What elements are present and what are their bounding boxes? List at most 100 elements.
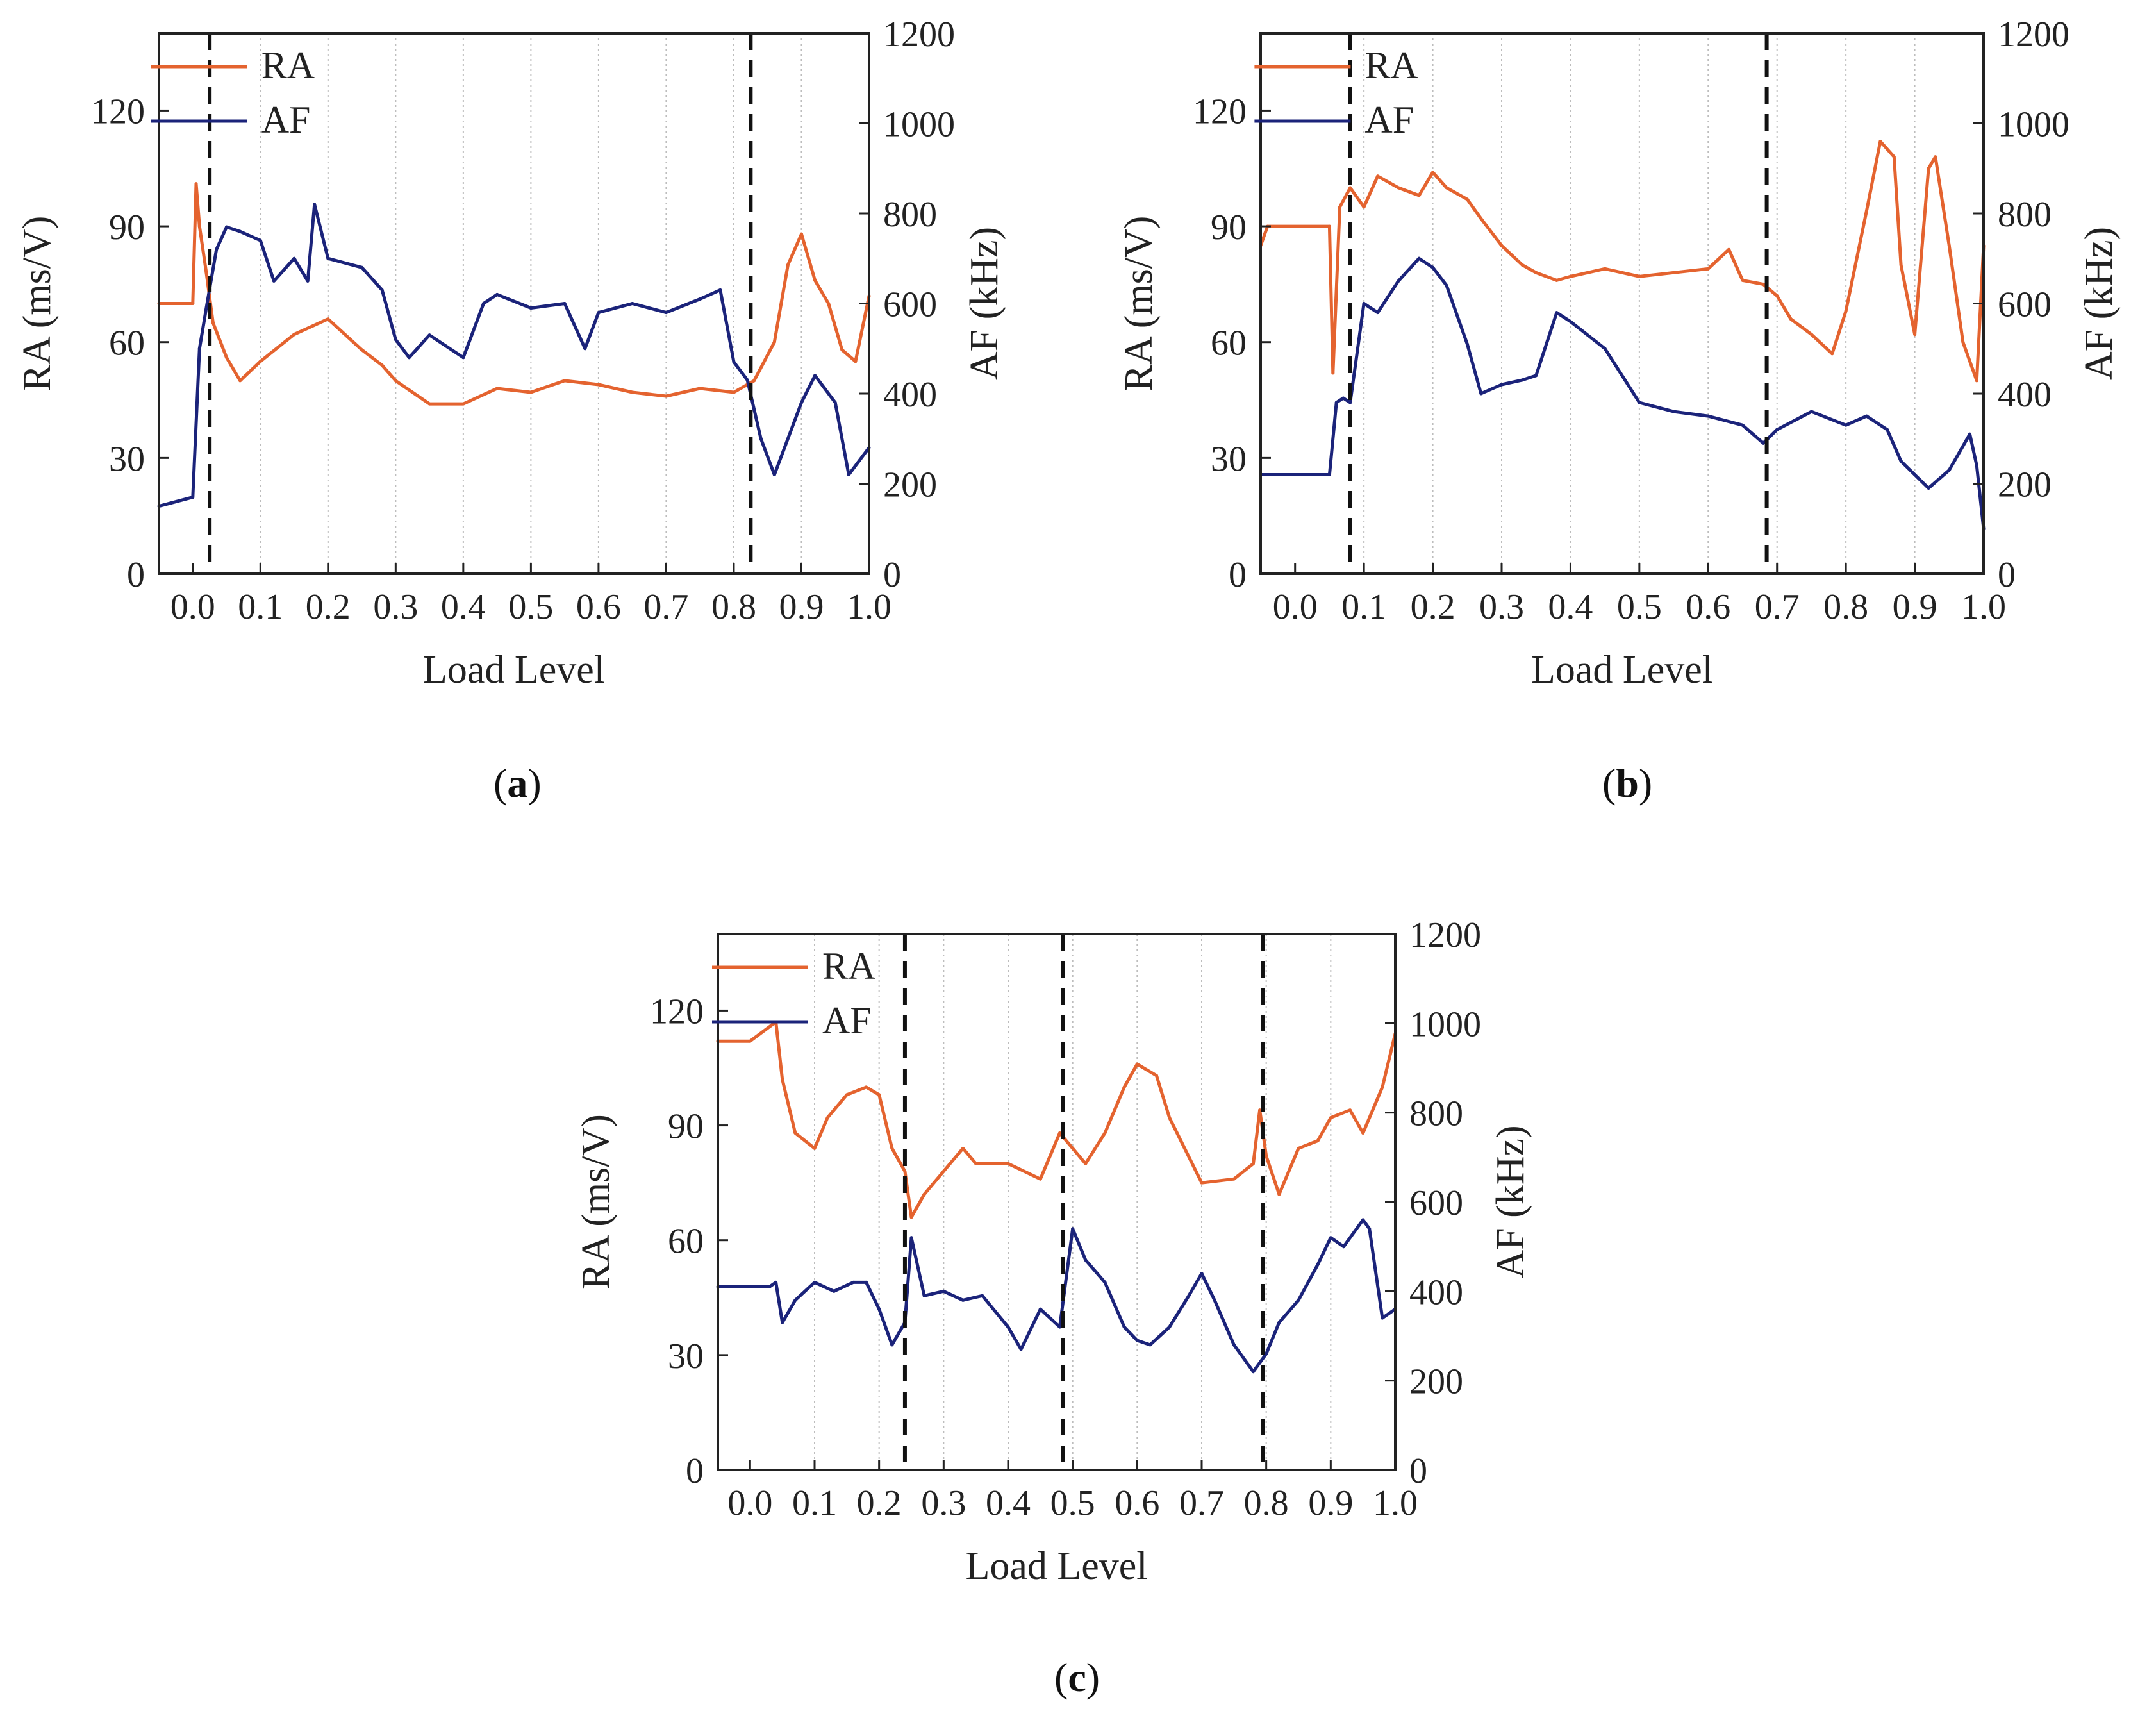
b-x-tick-label: 0.3: [1479, 587, 1524, 627]
c-ra-point: [1122, 1085, 1126, 1089]
a-af-point: [583, 347, 587, 351]
c-af-point: [1329, 1236, 1332, 1240]
c-y2-tick-label: 800: [1409, 1094, 1463, 1134]
a-y2-tick-label: 0: [883, 555, 901, 595]
a-x-tick-label: 1.0: [847, 587, 891, 627]
c-af-point: [1038, 1307, 1042, 1311]
c-y2-tick-label: 200: [1409, 1362, 1463, 1402]
a-af-point: [191, 496, 195, 499]
a-af-point: [380, 288, 384, 292]
b-ra-point: [1638, 274, 1641, 278]
a-ra-point: [238, 379, 242, 383]
a-af-point: [407, 356, 411, 360]
c-ra-point: [1058, 1131, 1061, 1135]
a-af-point: [204, 306, 208, 310]
b-af-point: [1975, 463, 1978, 467]
b-af-point: [1568, 320, 1572, 324]
b-ra-point: [1555, 278, 1559, 282]
c-af-point: [832, 1289, 836, 1293]
b-ra-point: [1362, 205, 1366, 209]
a-ra-point: [394, 379, 397, 383]
b-af-point: [1968, 432, 1971, 436]
a-x-tick-label: 0.1: [238, 587, 283, 627]
b-af-point: [1334, 401, 1338, 404]
b-ra-point: [1500, 244, 1504, 247]
c-af-point: [890, 1343, 894, 1347]
b-ra-point: [1830, 352, 1834, 356]
b-y-tick-label: 90: [1211, 208, 1247, 247]
c-ra-point: [909, 1215, 913, 1219]
b-x-tick-label: 0.0: [1273, 587, 1318, 627]
c-y-tick-label: 60: [668, 1222, 704, 1262]
b-af-point: [1397, 279, 1400, 283]
b-af-point: [1431, 265, 1435, 269]
c-legend-label-ra: RA: [822, 945, 875, 987]
c-af-point: [1316, 1263, 1320, 1266]
a-ra-point: [813, 278, 817, 282]
c-legend-label-af: AF: [822, 999, 872, 1042]
a-x-tick-label: 0.7: [643, 587, 688, 627]
a-ra-point: [194, 182, 198, 186]
c-ra-point: [1071, 1146, 1075, 1150]
a-ra-point: [664, 394, 668, 398]
c-af-point: [1058, 1325, 1061, 1329]
c-ra-point: [877, 1093, 881, 1097]
c-x-axis-title: Load Level: [965, 1544, 1147, 1588]
b-af-point: [1376, 311, 1380, 315]
b-ra-point: [1431, 171, 1435, 174]
b-y2-tick-label: 400: [1998, 375, 2052, 415]
b-x-tick-label: 0.9: [1893, 587, 1937, 627]
c-x-tick-label: 0.3: [921, 1483, 966, 1523]
a-ra-point: [204, 271, 208, 274]
c-af-point: [1200, 1272, 1204, 1275]
b-legend-label-af: AF: [1364, 99, 1414, 141]
c-y-tick-label: 0: [686, 1451, 704, 1491]
a-ra-point: [197, 224, 201, 228]
a-af-point: [225, 225, 228, 229]
c-x-tick-label: 0.5: [1050, 1483, 1095, 1523]
c-ra-point: [1329, 1116, 1332, 1120]
c-y2-tick-label: 1200: [1409, 915, 1481, 955]
b-ra-point: [1775, 294, 1779, 297]
b-y-tick-label: 30: [1211, 439, 1247, 479]
a-af-point: [529, 306, 533, 310]
c-ra-point: [961, 1146, 965, 1150]
b-y2-tick-label: 600: [1998, 285, 2052, 325]
b-af-point: [1500, 383, 1504, 387]
c-ra-point: [1316, 1139, 1320, 1142]
a-y-tick-label: 0: [127, 555, 145, 595]
c-af-point: [1265, 1352, 1268, 1356]
a-y2-tick-label: 1000: [883, 105, 955, 145]
c-series-af-line: [718, 1218, 1397, 1374]
b-y2-tick-label: 200: [1998, 465, 2052, 505]
a-y2-tick-label: 1200: [883, 15, 955, 54]
c-ra-point: [845, 1093, 849, 1097]
panel-c-chart: 0.0 0.1 0.2 0.3 0.4 0.5 0.6 0.7 0.8 0.9 1.00306090…: [574, 915, 1532, 1588]
b-ra-point: [1338, 205, 1341, 209]
c-ra-point: [865, 1085, 868, 1089]
a-ra-point: [461, 402, 465, 406]
b-series-ra-line: [1259, 140, 1986, 383]
a-af-point: [847, 473, 850, 476]
c-x-tick-label: 0.2: [857, 1483, 902, 1523]
a-ra-point: [191, 302, 195, 305]
c-ra-point: [825, 1116, 829, 1120]
c-af-point: [941, 1289, 945, 1293]
b-af-point: [1362, 302, 1366, 305]
a-y2-tick-label: 200: [883, 465, 937, 505]
b-ra-point: [1479, 217, 1483, 221]
a-y-axis-title: RA (ms/V): [15, 216, 59, 392]
c-ra-point: [1155, 1074, 1158, 1078]
a-y-tick-label: 120: [91, 92, 145, 131]
b-x-tick-label: 0.7: [1755, 587, 1800, 627]
a-af-point: [306, 279, 310, 283]
a-ra-point: [786, 263, 790, 267]
c-ra-point: [1103, 1131, 1107, 1135]
a-af-point: [427, 333, 431, 337]
a-ra-point: [211, 321, 215, 325]
b-x-axis-title: Load Level: [1531, 648, 1713, 692]
c-x-tick-label: 0.1: [792, 1483, 837, 1523]
a-x-tick-label: 0.0: [170, 587, 215, 627]
a-ra-point: [732, 390, 736, 394]
